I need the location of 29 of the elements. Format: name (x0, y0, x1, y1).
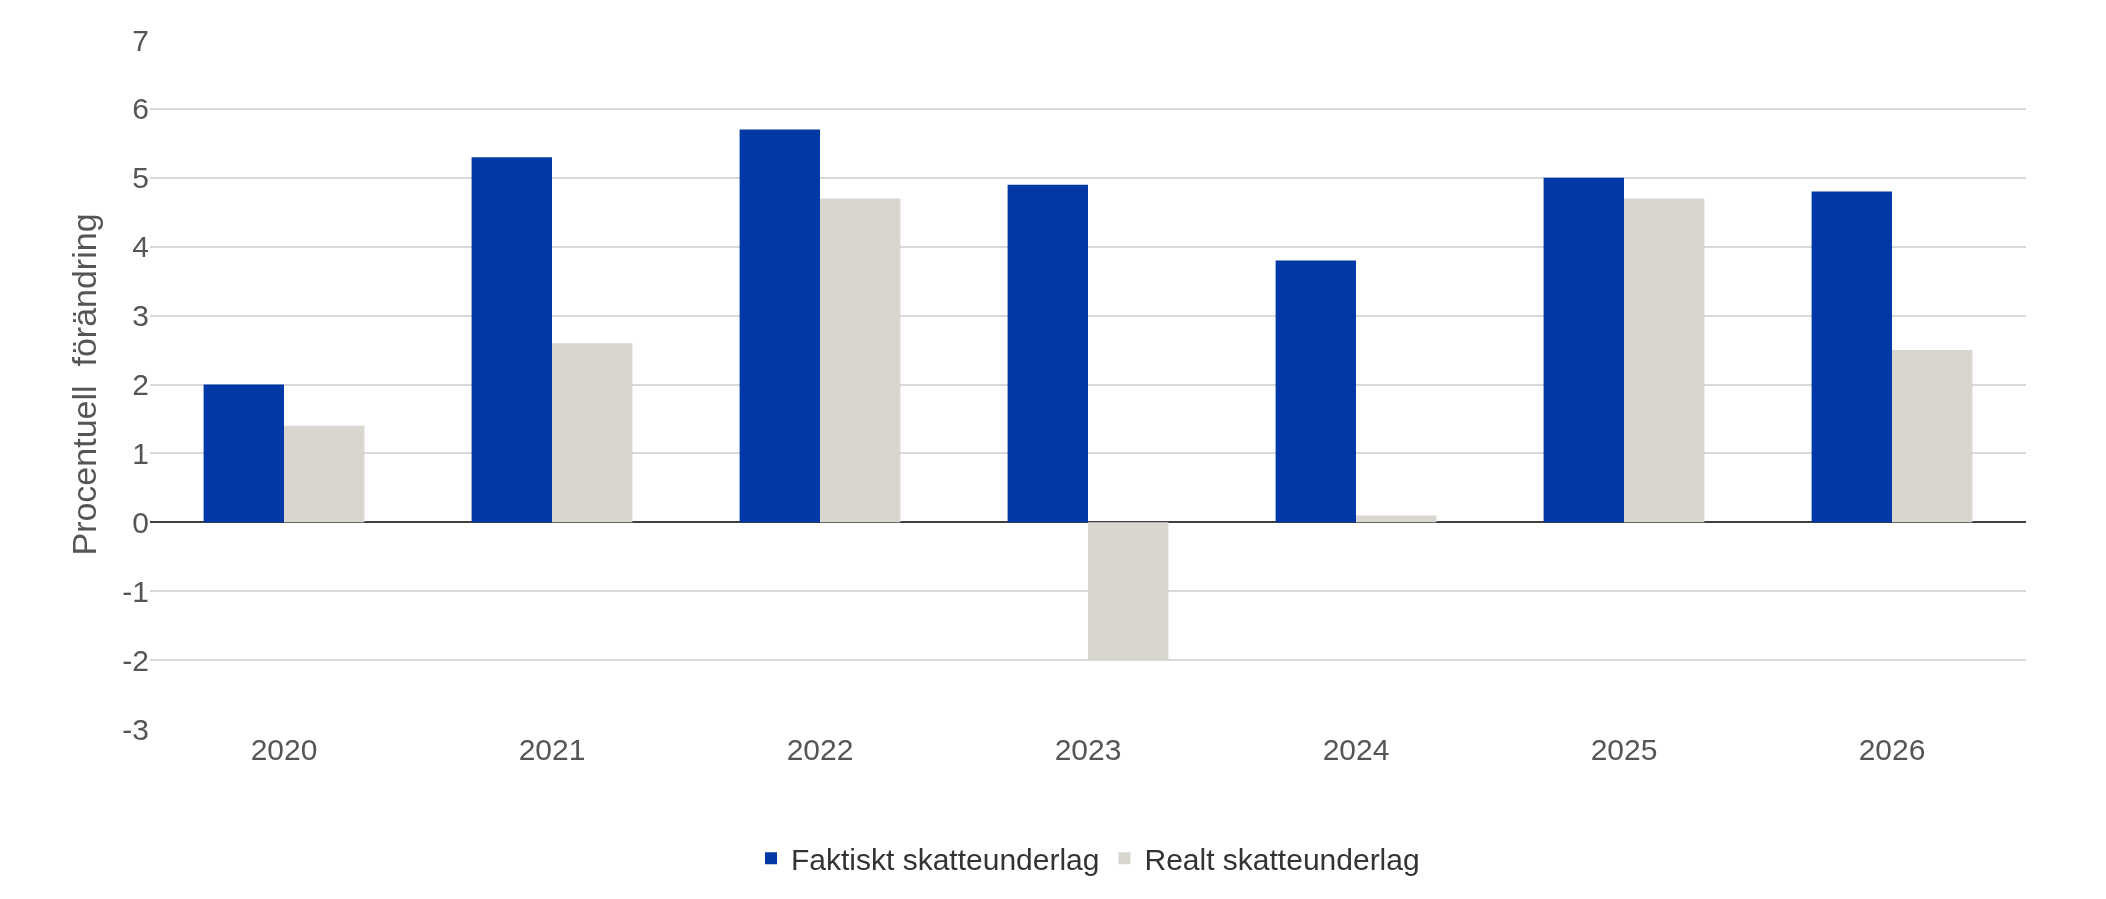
y-tick-label: -1 (122, 574, 149, 608)
bar (1275, 260, 1356, 523)
y-tick-label: 3 (132, 299, 149, 333)
legend-label: Faktiskt skatteunderlag (791, 843, 1100, 877)
bar (1543, 177, 1624, 523)
y-tick-label: -3 (122, 712, 149, 746)
x-tick-label: 2025 (1590, 733, 1658, 766)
bar (203, 384, 284, 523)
x-tick-label: 2022 (786, 733, 854, 766)
y-tick-label: 4 (132, 230, 149, 264)
x-tick-label: 2026 (1858, 733, 1926, 766)
y-axis-title: Procentuell förändring (64, 213, 103, 556)
x-tick-label: 2021 (518, 733, 586, 766)
y-tick-label: 6 (132, 92, 149, 126)
bar (1356, 515, 1437, 523)
bar (1811, 191, 1892, 523)
bar (1007, 184, 1088, 523)
bar (471, 157, 552, 523)
y-tick-label: 2 (132, 368, 149, 401)
legend-label: Realt skatteunderlag (1144, 843, 1420, 877)
y-tick-label: 5 (132, 161, 149, 195)
y-tick-label: 0 (132, 505, 149, 539)
x-tick-label: 2020 (250, 733, 318, 766)
x-tick-label: 2024 (1322, 733, 1390, 766)
x-tick-label: 2023 (1054, 733, 1122, 766)
y-tick-label: -2 (122, 643, 149, 677)
y-tick-label: 1 (132, 436, 149, 470)
y-tick-label: 7 (132, 23, 149, 57)
bar (739, 129, 820, 523)
